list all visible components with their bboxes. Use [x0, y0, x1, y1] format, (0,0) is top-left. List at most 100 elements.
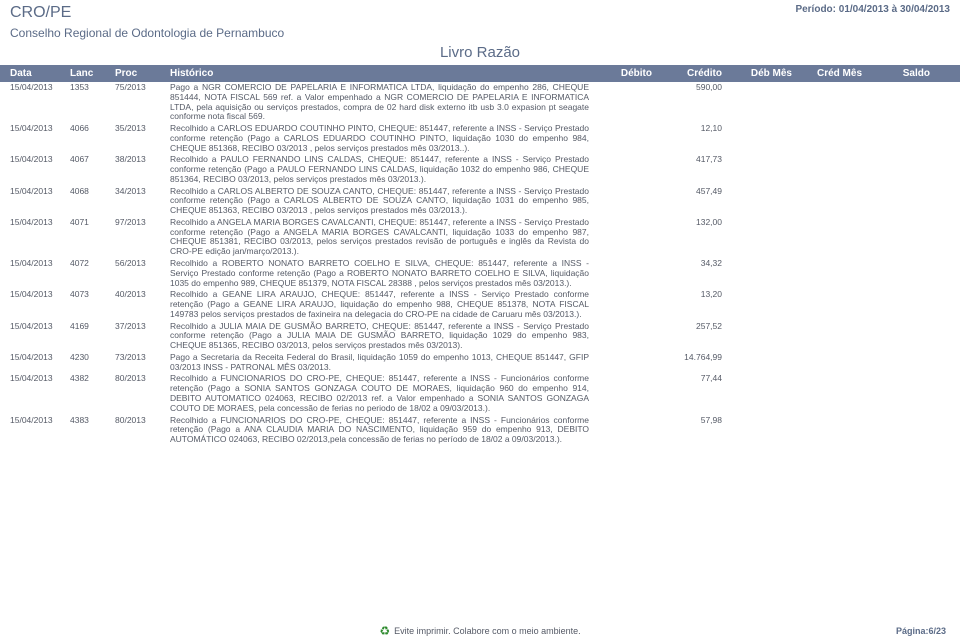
cell-data: 15/04/2013: [10, 353, 70, 373]
cell-hist: Pago a Secretaria da Receita Federal do …: [170, 353, 595, 373]
eco-text: Evite imprimir. Colabore com o meio ambi…: [394, 626, 581, 636]
cell-data: 15/04/2013: [10, 322, 70, 351]
cell-cred: 457,49: [660, 187, 730, 216]
cell-data: 15/04/2013: [10, 259, 70, 288]
cell-credmes: [800, 218, 870, 257]
cell-saldo: [870, 218, 930, 257]
cell-deb: [595, 218, 660, 257]
table-row: 15/04/2013407197/2013Recolhido a ANGELA …: [10, 217, 950, 258]
recycle-icon: ♻: [379, 624, 390, 638]
table-row: 15/04/2013423073/2013Pago a Secretaria d…: [10, 352, 950, 374]
cell-debmes: [730, 416, 800, 445]
cell-data: 15/04/2013: [10, 187, 70, 216]
cell-deb: [595, 416, 660, 445]
org-code: CRO/PE: [10, 4, 71, 22]
column-header-row: Data Lanc Proc Histórico Débito Crédito …: [0, 65, 960, 82]
cell-hist: Recolhido a PAULO FERNANDO LINS CALDAS, …: [170, 155, 595, 184]
cell-debmes: [730, 218, 800, 257]
cell-saldo: [870, 353, 930, 373]
cell-debmes: [730, 259, 800, 288]
cell-lanc: 4230: [70, 353, 115, 373]
cell-credmes: [800, 374, 870, 413]
cell-data: 15/04/2013: [10, 416, 70, 445]
cell-debmes: [730, 290, 800, 319]
page-number: Página:6/23: [896, 626, 946, 636]
cell-hist: Recolhido a ANGELA MARIA BORGES CAVALCAN…: [170, 218, 595, 257]
cell-lanc: 4383: [70, 416, 115, 445]
table-row: 15/04/2013406635/2013Recolhido a CARLOS …: [10, 123, 950, 154]
cell-deb: [595, 353, 660, 373]
cell-credmes: [800, 353, 870, 373]
col-cred: Crédito: [660, 68, 730, 79]
cell-credmes: [800, 124, 870, 153]
cell-cred: 590,00: [660, 83, 730, 122]
cell-cred: 132,00: [660, 218, 730, 257]
col-deb: Débito: [595, 68, 660, 79]
cell-debmes: [730, 322, 800, 351]
cell-saldo: [870, 416, 930, 445]
cell-cred: 13,20: [660, 290, 730, 319]
cell-lanc: 4067: [70, 155, 115, 184]
period-text: Período: 01/04/2013 à 30/04/2013: [795, 4, 950, 22]
col-lanc: Lanc: [70, 68, 115, 79]
cell-saldo: [870, 374, 930, 413]
col-debmes: Déb Mês: [730, 68, 800, 79]
cell-credmes: [800, 290, 870, 319]
cell-deb: [595, 322, 660, 351]
cell-credmes: [800, 259, 870, 288]
col-hist: Histórico: [170, 68, 595, 79]
cell-saldo: [870, 290, 930, 319]
cell-saldo: [870, 155, 930, 184]
cell-proc: 80/2013: [115, 374, 170, 413]
rows-container: 15/04/2013135375/2013Pago a NGR COMERCIO…: [0, 82, 960, 446]
cell-hist: Recolhido a FUNCIONARIOS DO CRO-PE, CHEQ…: [170, 374, 595, 413]
table-row: 15/04/2013407340/2013Recolhido a GEANE L…: [10, 289, 950, 320]
table-row: 15/04/2013406738/2013Recolhido a PAULO F…: [10, 154, 950, 185]
cell-cred: 77,44: [660, 374, 730, 413]
cell-hist: Recolhido a CARLOS ALBERTO DE SOUZA CANT…: [170, 187, 595, 216]
cell-cred: 417,73: [660, 155, 730, 184]
cell-debmes: [730, 155, 800, 184]
cell-deb: [595, 374, 660, 413]
cell-lanc: 4066: [70, 124, 115, 153]
cell-proc: 37/2013: [115, 322, 170, 351]
cell-data: 15/04/2013: [10, 218, 70, 257]
cell-hist: Recolhido a GEANE LIRA ARAUJO, CHEQUE: 8…: [170, 290, 595, 319]
cell-lanc: 4068: [70, 187, 115, 216]
cell-saldo: [870, 124, 930, 153]
cell-proc: 97/2013: [115, 218, 170, 257]
cell-lanc: 1353: [70, 83, 115, 122]
cell-data: 15/04/2013: [10, 83, 70, 122]
cell-proc: 38/2013: [115, 155, 170, 184]
cell-cred: 57,98: [660, 416, 730, 445]
cell-deb: [595, 290, 660, 319]
cell-cred: 12,10: [660, 124, 730, 153]
cell-saldo: [870, 322, 930, 351]
table-row: 15/04/2013135375/2013Pago a NGR COMERCIO…: [10, 82, 950, 123]
table-row: 15/04/2013406834/2013Recolhido a CARLOS …: [10, 186, 950, 217]
cell-debmes: [730, 83, 800, 122]
cell-proc: 35/2013: [115, 124, 170, 153]
cell-cred: 257,52: [660, 322, 730, 351]
cell-lanc: 4072: [70, 259, 115, 288]
cell-proc: 80/2013: [115, 416, 170, 445]
cell-data: 15/04/2013: [10, 290, 70, 319]
cell-deb: [595, 124, 660, 153]
cell-deb: [595, 83, 660, 122]
cell-proc: 56/2013: [115, 259, 170, 288]
cell-proc: 34/2013: [115, 187, 170, 216]
cell-hist: Recolhido a CARLOS EDUARDO COUTINHO PINT…: [170, 124, 595, 153]
cell-hist: Recolhido a JULIA MAIA DE GUSMÃO BARRETO…: [170, 322, 595, 351]
col-proc: Proc: [115, 68, 170, 79]
cell-proc: 75/2013: [115, 83, 170, 122]
cell-credmes: [800, 322, 870, 351]
cell-debmes: [730, 353, 800, 373]
cell-lanc: 4169: [70, 322, 115, 351]
cell-debmes: [730, 374, 800, 413]
table-row: 15/04/2013438380/2013Recolhido a FUNCION…: [10, 415, 950, 446]
cell-saldo: [870, 187, 930, 216]
cell-data: 15/04/2013: [10, 155, 70, 184]
cell-deb: [595, 259, 660, 288]
report-title: Livro Razão: [0, 42, 960, 65]
col-credmes: Créd Mês: [800, 68, 870, 79]
